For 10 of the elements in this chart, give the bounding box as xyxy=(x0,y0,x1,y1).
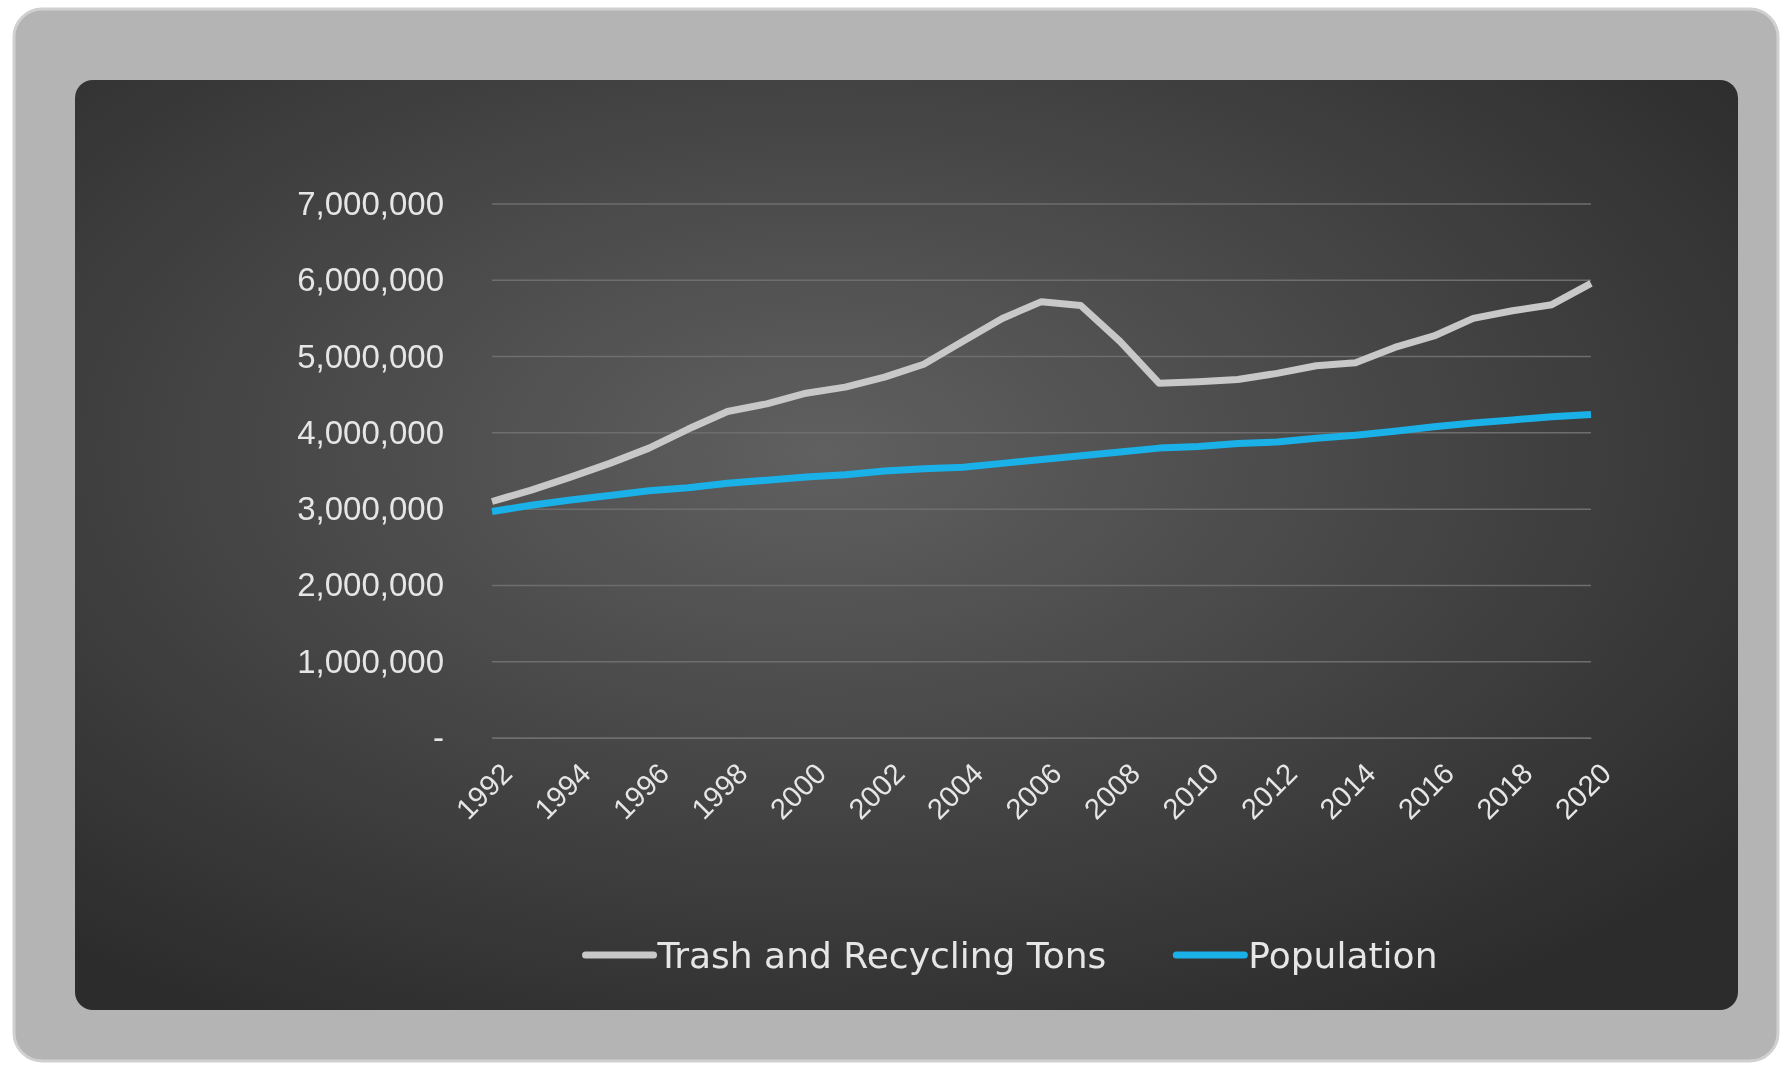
y-tick-label: 4,000,000 xyxy=(297,413,444,451)
y-tick-label: 5,000,000 xyxy=(297,337,444,375)
y-tick-label: 6,000,000 xyxy=(297,261,444,299)
y-tick-label: - xyxy=(433,719,444,757)
y-tick-label: 7,000,000 xyxy=(297,185,444,223)
legend-label: Trash and Recycling Tons xyxy=(656,934,1107,976)
y-tick-label: 1,000,000 xyxy=(297,642,444,680)
y-tick-label: 3,000,000 xyxy=(297,490,444,528)
legend-label: Population xyxy=(1248,934,1438,976)
y-tick-label: 2,000,000 xyxy=(297,566,444,604)
